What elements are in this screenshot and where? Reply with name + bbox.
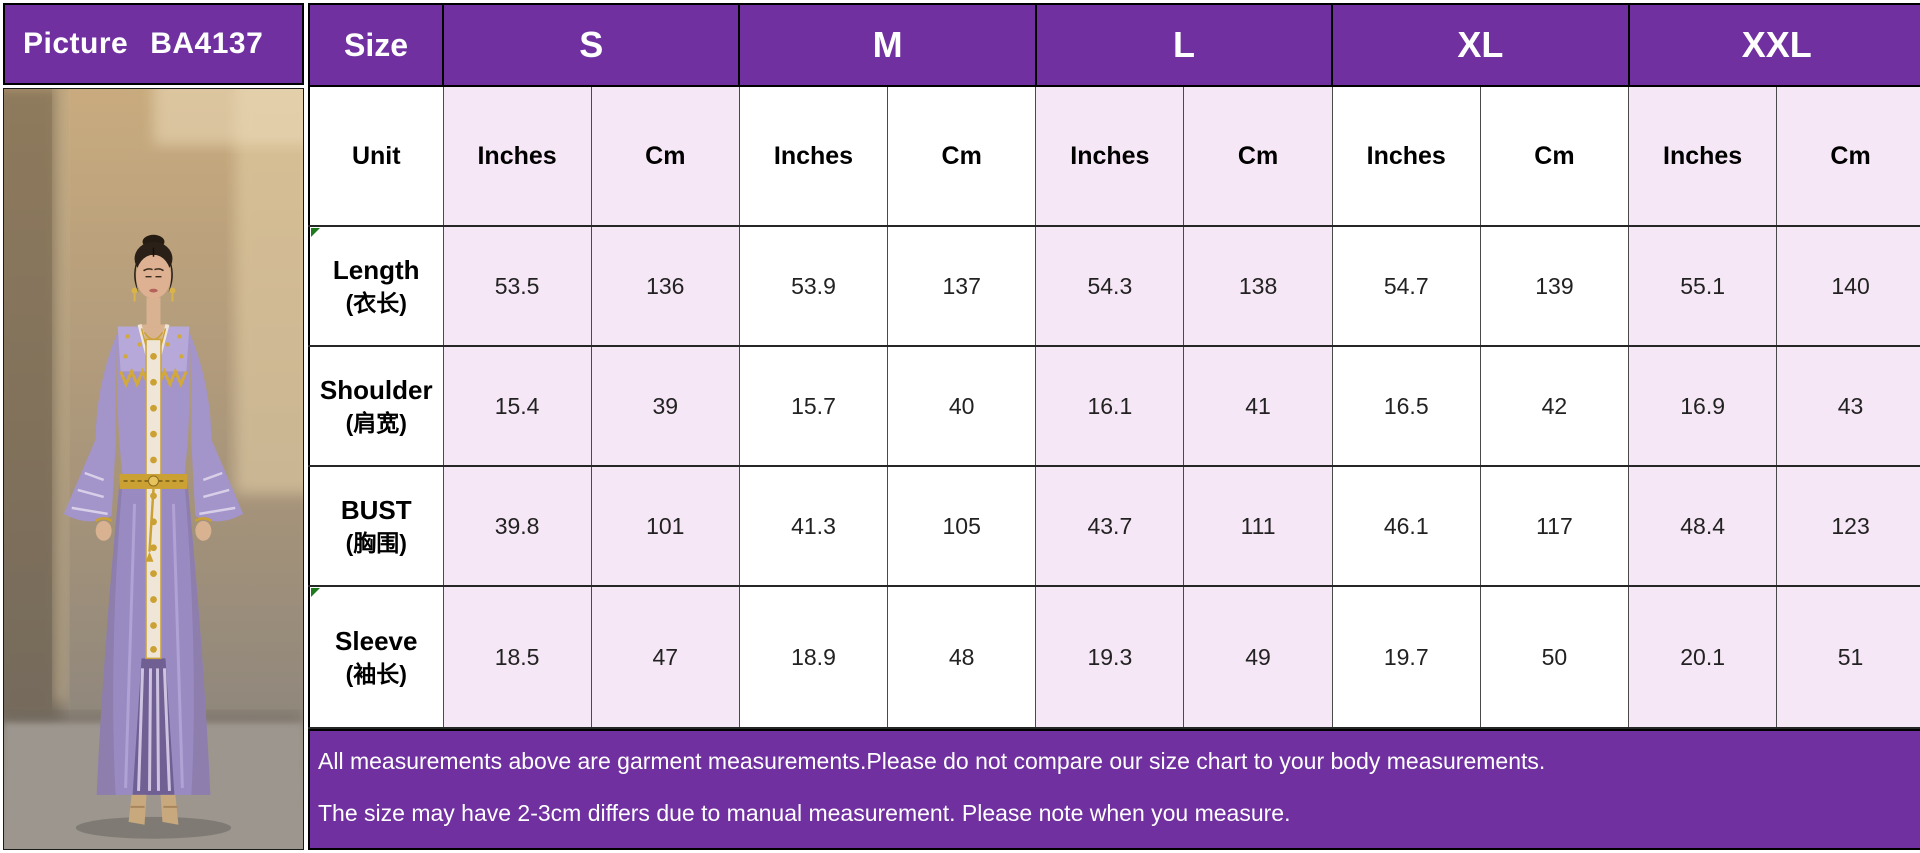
measurement-cell: 46.1 <box>1331 465 1481 587</box>
unit-cell: Cm <box>1479 85 1630 227</box>
row-label-zh: (袖长) <box>345 661 407 687</box>
picture-header: Picture BA4137 <box>3 3 304 85</box>
measurement-cell: 20.1 <box>1628 585 1778 729</box>
unit-cell: Inches <box>1035 85 1185 227</box>
row-label-en: Sleeve <box>335 625 418 656</box>
measurement-cell: 15.4 <box>442 345 592 467</box>
measurement-cell: 18.9 <box>738 585 889 729</box>
product-code: BA4137 <box>150 27 264 60</box>
picture-column: Picture BA4137 <box>3 3 304 850</box>
row-label-shoulder: Shoulder (肩宽) <box>308 345 444 467</box>
measurement-cell: 19.7 <box>1331 585 1481 729</box>
measurement-cell: 39.8 <box>442 465 592 587</box>
size-table: Size S M L XL XXL Unit Inches Cm Inches … <box>308 3 1920 729</box>
row-label-en: Length <box>332 254 420 285</box>
note-line-1: All measurements above are garment measu… <box>318 748 1546 774</box>
measurement-cell: 16.9 <box>1628 345 1778 467</box>
measurement-cell: 137 <box>887 225 1037 347</box>
measurement-cell: 111 <box>1183 465 1333 587</box>
table-row-sleeve: Sleeve (袖长) 18.5 47 18.9 48 19.3 49 19.7… <box>308 585 1920 729</box>
size-header-xl: XL <box>1331 3 1630 87</box>
measurement-cell: 16.1 <box>1035 345 1185 467</box>
measurement-cell: 139 <box>1479 225 1630 347</box>
measurement-cell: 54.3 <box>1035 225 1185 347</box>
size-header-s: S <box>441 3 741 87</box>
note-line-2: The size may have 2-3cm differs due to m… <box>318 800 1291 827</box>
measurement-cell: 42 <box>1479 345 1630 467</box>
measurement-cell: 105 <box>887 465 1037 587</box>
measurement-cell: 138 <box>1183 225 1333 347</box>
table-row-shoulder: Shoulder (肩宽) 15.4 39 15.7 40 16.1 41 16… <box>308 345 1920 467</box>
measurement-cell: 117 <box>1479 465 1630 587</box>
size-header-l: L <box>1034 3 1334 87</box>
measurement-cell: 15.7 <box>738 345 889 467</box>
measurement-cell: 41 <box>1183 345 1333 467</box>
unit-cell: Cm <box>1776 85 1920 227</box>
measurement-cell: 49 <box>1183 585 1333 729</box>
unit-cell: Inches <box>1628 85 1778 227</box>
measurement-cell: 101 <box>590 465 740 587</box>
measurement-cell: 39 <box>590 345 740 467</box>
measurement-cell: 18.5 <box>442 585 592 729</box>
measurement-cell: 43.7 <box>1035 465 1185 587</box>
measurement-cell: 123 <box>1776 465 1920 587</box>
measurement-cell: 16.5 <box>1331 345 1481 467</box>
notes-band: All measurements above are garment measu… <box>308 729 1920 850</box>
row-label-sleeve: Sleeve (袖长) <box>308 585 444 729</box>
measurement-cell: 19.3 <box>1035 585 1185 729</box>
unit-cell: Cm <box>590 85 740 227</box>
size-header-m: M <box>738 3 1037 87</box>
unit-cell: Inches <box>1331 85 1481 227</box>
measurement-cell: 43 <box>1776 345 1920 467</box>
measurement-cell: 51 <box>1776 585 1920 729</box>
model-illustration <box>4 89 303 849</box>
row-label-length: Length (衣长) <box>308 225 444 347</box>
table-row-bust: BUST (胸围) 39.8 101 41.3 105 43.7 111 46.… <box>308 465 1920 587</box>
row-label-zh: (衣长) <box>345 290 407 316</box>
unit-cell: Inches <box>442 85 592 227</box>
measurement-cell: 55.1 <box>1628 225 1778 347</box>
cell-error-indicator-icon <box>311 588 320 597</box>
product-photo <box>3 88 304 850</box>
row-label-bust: BUST (胸围) <box>308 465 444 587</box>
size-header-row: Size S M L XL XXL <box>308 3 1920 87</box>
measurement-cell: 50 <box>1479 585 1630 729</box>
measurement-cell: 48.4 <box>1628 465 1778 587</box>
cell-error-indicator-icon <box>311 228 320 237</box>
unit-cell: Cm <box>1183 85 1333 227</box>
measurement-cell: 140 <box>1776 225 1920 347</box>
measurement-cell: 41.3 <box>738 465 889 587</box>
measurement-cell: 47 <box>590 585 740 729</box>
measurement-cell: 53.5 <box>442 225 592 347</box>
unit-cell: Inches <box>738 85 889 227</box>
unit-row: Unit Inches Cm Inches Cm Inches Cm Inche… <box>308 85 1920 227</box>
measurement-cell: 48 <box>887 585 1037 729</box>
measurement-cell: 53.9 <box>738 225 889 347</box>
row-label-zh: (肩宽) <box>345 410 407 436</box>
row-label-zh: (胸围) <box>345 530 407 556</box>
size-header-xxl: XXL <box>1627 3 1920 87</box>
measurement-cell: 136 <box>590 225 740 347</box>
size-table-panel: Size S M L XL XXL Unit Inches Cm Inches … <box>308 3 1920 850</box>
table-row-length: Length (衣长) 53.5 136 53.9 137 54.3 138 5… <box>308 225 1920 347</box>
row-label-en: Shoulder <box>319 374 433 405</box>
unit-cell: Cm <box>887 85 1037 227</box>
measurement-cell: 54.7 <box>1331 225 1481 347</box>
measurement-cell: 40 <box>887 345 1037 467</box>
size-header-label: Size <box>308 3 444 87</box>
row-label-en: BUST <box>340 494 412 525</box>
picture-label: Picture <box>23 27 129 60</box>
unit-row-label: Unit <box>308 85 444 227</box>
